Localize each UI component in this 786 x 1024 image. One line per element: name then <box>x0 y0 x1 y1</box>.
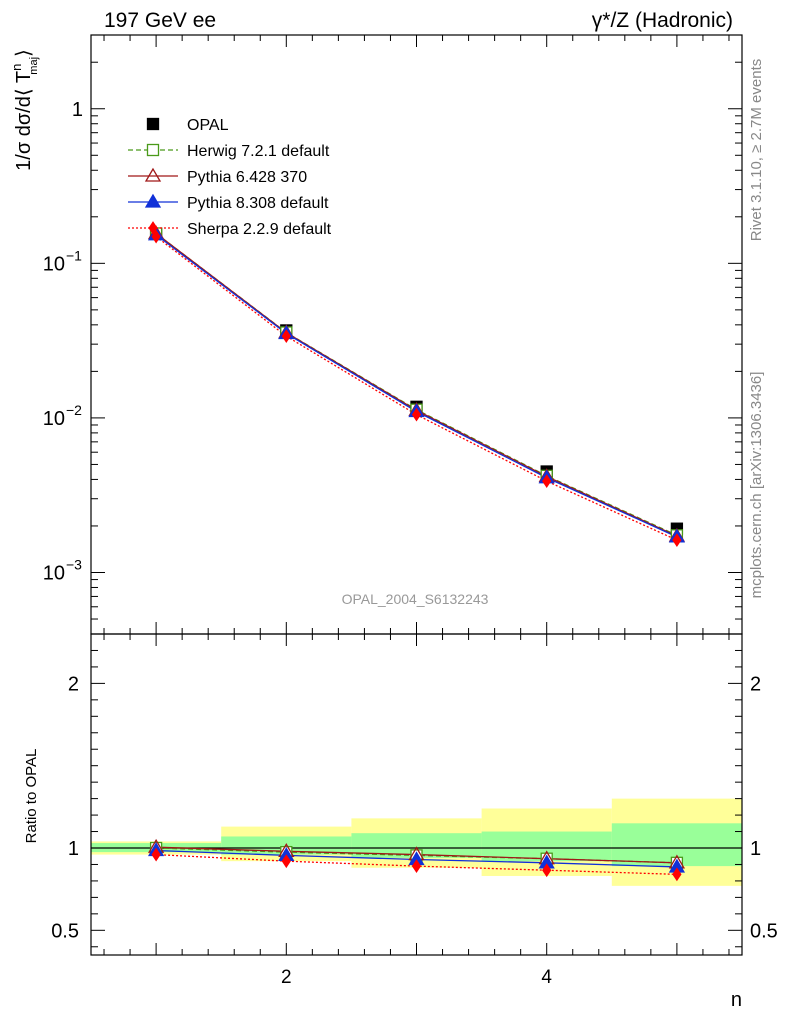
ratio-y-tick-label-left-1: 1 <box>68 838 79 860</box>
legend-marker-2 <box>144 167 162 182</box>
header-right-label: γ*/Z (Hadronic) <box>592 9 733 32</box>
legend-label-1: Herwig 7.2.1 default <box>187 143 330 160</box>
main-series-line-1 <box>155 232 678 536</box>
main-y-label-close: ⟩ <box>13 49 35 57</box>
main-y-tick-exp-2: −2 <box>66 402 82 418</box>
main-y-label-sup: n <box>9 64 24 71</box>
main-y-label-sub: maj <box>28 57 40 75</box>
main-series-line-4 <box>155 236 678 541</box>
mcplots-label: mcplots.cern.ch [arXiv:1306.3436] <box>748 372 765 599</box>
main-panel-series <box>147 225 686 548</box>
main-y-tick-label-3: 10 <box>43 562 65 584</box>
ratio-series-3-point-3 <box>542 863 552 878</box>
legend-marker-3 <box>144 193 162 208</box>
ratio-y-tick-label-right-1: 1 <box>750 838 761 860</box>
main-series-4-point-2 <box>411 407 422 422</box>
legend-label-0: OPAL <box>187 117 229 134</box>
ratio-panel-series <box>147 838 686 882</box>
main-series-4-point-0 <box>151 229 161 244</box>
header-left-label: 197 GeV ee <box>104 9 216 32</box>
x-tick-label-2: 2 <box>281 967 292 988</box>
legend-label-4: Sherpa 2.2.9 default <box>187 221 332 238</box>
main-series-line-3 <box>155 234 678 538</box>
main-y-tick-exp-3: −3 <box>66 556 82 572</box>
ratio-y-tick-label-right-0: 0.5 <box>750 920 778 942</box>
legend-label-3: Pythia 8.308 default <box>187 195 329 212</box>
main-series-4-point-3 <box>542 474 552 489</box>
rivet-version-label: Rivet 3.1.10, ≥ 2.7M events <box>748 59 765 242</box>
ratio-y-axis-label: Ratio to OPAL <box>23 749 40 844</box>
x-axis-label: n <box>731 989 742 1011</box>
main-y-axis-label: 1/σ dσ/d⟨ Tn maj⟩ <box>9 49 40 171</box>
ratio-y-tick-label-left-2: 2 <box>68 673 79 695</box>
main-y-tick-label-2: 10 <box>43 408 65 430</box>
legend-marker-1 <box>146 143 160 157</box>
legend-marker-0 <box>146 117 160 131</box>
analysis-id-label: OPAL_2004_S6132243 <box>342 591 489 607</box>
ratio-series-3-point-2 <box>411 859 422 874</box>
ratio-y-tick-label-right-2: 2 <box>750 673 761 695</box>
main-y-tick-label-1: 10 <box>43 253 65 275</box>
main-series-4-point-1 <box>281 329 291 344</box>
x-tick-label-4: 4 <box>541 967 552 988</box>
ratio-frame <box>90 633 743 956</box>
main-series-4-point-4 <box>672 533 682 548</box>
legend-label-2: Pythia 6.428 370 <box>187 169 307 186</box>
main-y-tick-label-0: 1 <box>72 99 83 121</box>
main-series-line-2 <box>155 232 678 537</box>
main-y-label-text: 1/σ dσ/d⟨ T <box>13 71 35 171</box>
ratio-series-3-point-1 <box>281 854 291 869</box>
main-y-tick-exp-1: −1 <box>66 247 82 263</box>
ratio-series-3-point-4 <box>672 867 682 882</box>
legend: OPAL Herwig 7.2.1 default Pythia 6.428 370… <box>128 117 332 238</box>
legend-marker-4 <box>148 221 158 235</box>
ratio-series-3-point-0 <box>151 847 161 862</box>
ratio-y-tick-label-left-0: 0.5 <box>51 920 79 942</box>
